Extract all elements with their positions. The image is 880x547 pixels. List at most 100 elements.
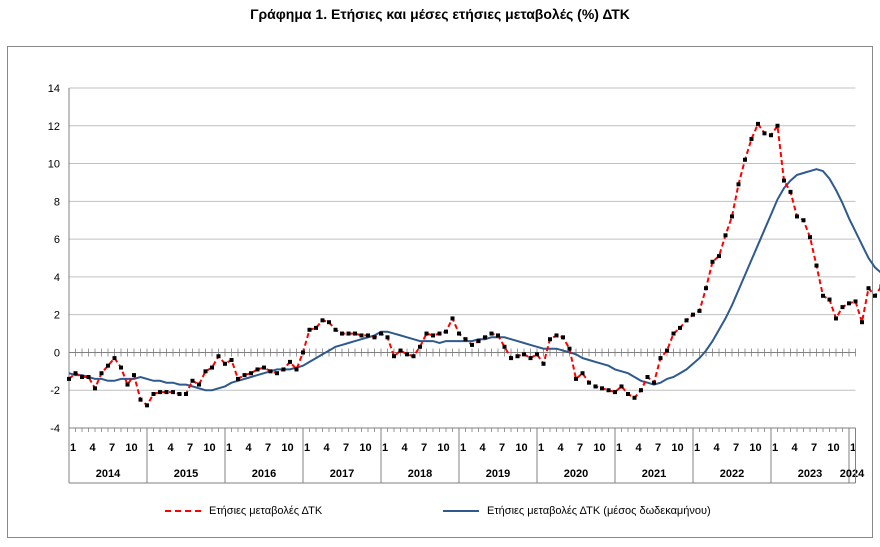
data-point-annual	[86, 375, 91, 379]
data-point-annual	[67, 376, 71, 381]
x-tick-label: 10	[437, 442, 449, 454]
y-tick-label: -2	[50, 385, 60, 397]
y-tick-label: -4	[50, 423, 60, 435]
x-tick-label: 4	[713, 442, 720, 454]
data-point-annual	[80, 375, 84, 379]
x-tick-label: 1	[850, 442, 856, 454]
data-point-annual	[866, 286, 871, 291]
data-point-annual	[327, 320, 331, 325]
data-point-annual	[450, 316, 455, 321]
data-point-annual	[496, 333, 500, 338]
x-tick-label: 7	[499, 442, 505, 454]
data-point-annual	[593, 384, 598, 389]
x-tick-label: 10	[593, 442, 605, 454]
data-point-annual	[203, 369, 208, 374]
data-point-annual	[801, 218, 806, 223]
x-tick-label: 10	[125, 442, 137, 454]
year-label: 2014	[96, 468, 121, 480]
data-point-annual	[522, 352, 526, 357]
data-point-annual	[372, 335, 377, 340]
x-tick-label: 7	[343, 442, 349, 454]
data-point-annual	[197, 382, 201, 387]
x-tick-label: 10	[827, 442, 839, 454]
data-point-annual	[730, 214, 734, 219]
x-tick-label: 10	[281, 442, 293, 454]
data-point-annual	[580, 371, 585, 376]
year-label: 2015	[174, 468, 198, 480]
data-point-annual	[398, 348, 403, 353]
data-point-annual	[632, 395, 637, 400]
data-point-annual	[723, 233, 728, 238]
data-point-annual	[216, 354, 221, 359]
data-point-annual	[483, 335, 487, 340]
data-point-annual	[710, 259, 715, 264]
data-point-annual	[509, 356, 513, 361]
data-point-annual	[288, 359, 292, 364]
y-tick-label: 6	[54, 234, 60, 246]
data-point-annual	[691, 312, 695, 317]
data-point-annual	[99, 371, 104, 376]
data-point-annual	[606, 388, 611, 393]
x-tick-label: 7	[187, 442, 193, 454]
data-point-annual	[236, 376, 240, 381]
data-point-annual	[535, 352, 539, 357]
data-point-annual	[762, 131, 767, 136]
x-tick-label: 4	[89, 442, 96, 454]
chart-title: Γράφημα 1. Ετήσιες και μέσες ετήσιες μετ…	[250, 6, 630, 22]
data-point-annual	[359, 333, 364, 338]
data-point-annual	[249, 371, 253, 376]
data-point-annual	[93, 386, 97, 391]
data-point-annual	[106, 363, 110, 368]
data-point-annual	[561, 335, 565, 340]
data-point-annual	[756, 121, 760, 126]
year-label: 2020	[564, 468, 588, 480]
y-tick-label: 14	[48, 83, 60, 95]
data-point-annual	[138, 397, 143, 402]
data-point-annual	[665, 348, 669, 353]
data-point-annual	[749, 137, 754, 141]
data-point-annual	[444, 329, 448, 334]
data-point-annual	[333, 327, 338, 332]
data-point-annual	[684, 318, 689, 323]
data-point-annual	[808, 235, 812, 240]
data-point-annual	[307, 327, 312, 332]
x-tick-label: 7	[577, 442, 583, 454]
data-point-annual	[385, 335, 390, 340]
x-tick-label: 4	[479, 442, 486, 454]
year-label: 2024	[840, 468, 865, 480]
x-tick-label: 7	[655, 442, 661, 454]
year-label: 2017	[330, 468, 354, 480]
y-tick-label: 10	[48, 159, 60, 171]
x-tick-label: 7	[421, 442, 427, 454]
x-tick-label: 1	[460, 442, 466, 454]
x-tick-label: 7	[109, 442, 115, 454]
data-point-annual	[119, 365, 123, 370]
data-point-annual	[548, 337, 552, 342]
data-point-annual	[190, 378, 195, 383]
data-point-annual	[658, 356, 663, 361]
data-point-annual	[795, 214, 799, 219]
data-point-annual	[132, 373, 136, 378]
legend-swatch-annual	[165, 510, 201, 512]
data-point-annual	[619, 384, 624, 389]
data-point-annual	[158, 390, 162, 395]
data-point-annual	[151, 392, 156, 396]
x-tick-label: 1	[148, 442, 154, 454]
data-point-annual	[704, 286, 708, 291]
data-point-annual	[262, 365, 266, 370]
y-tick-label: 12	[48, 121, 60, 133]
x-tick-label: 4	[401, 442, 408, 454]
data-point-annual	[587, 380, 591, 385]
x-tick-label: 10	[671, 442, 683, 454]
x-tick-label: 7	[733, 442, 739, 454]
data-point-annual	[424, 331, 429, 336]
data-point-annual	[145, 403, 149, 408]
data-point-annual	[242, 373, 247, 378]
legend-item-annual: Ετήσιες μεταβολές ΔΤΚ	[165, 505, 322, 517]
data-point-annual	[457, 331, 461, 336]
year-label: 2022	[720, 468, 744, 480]
data-point-annual	[255, 367, 260, 372]
data-point-annual	[717, 254, 721, 259]
